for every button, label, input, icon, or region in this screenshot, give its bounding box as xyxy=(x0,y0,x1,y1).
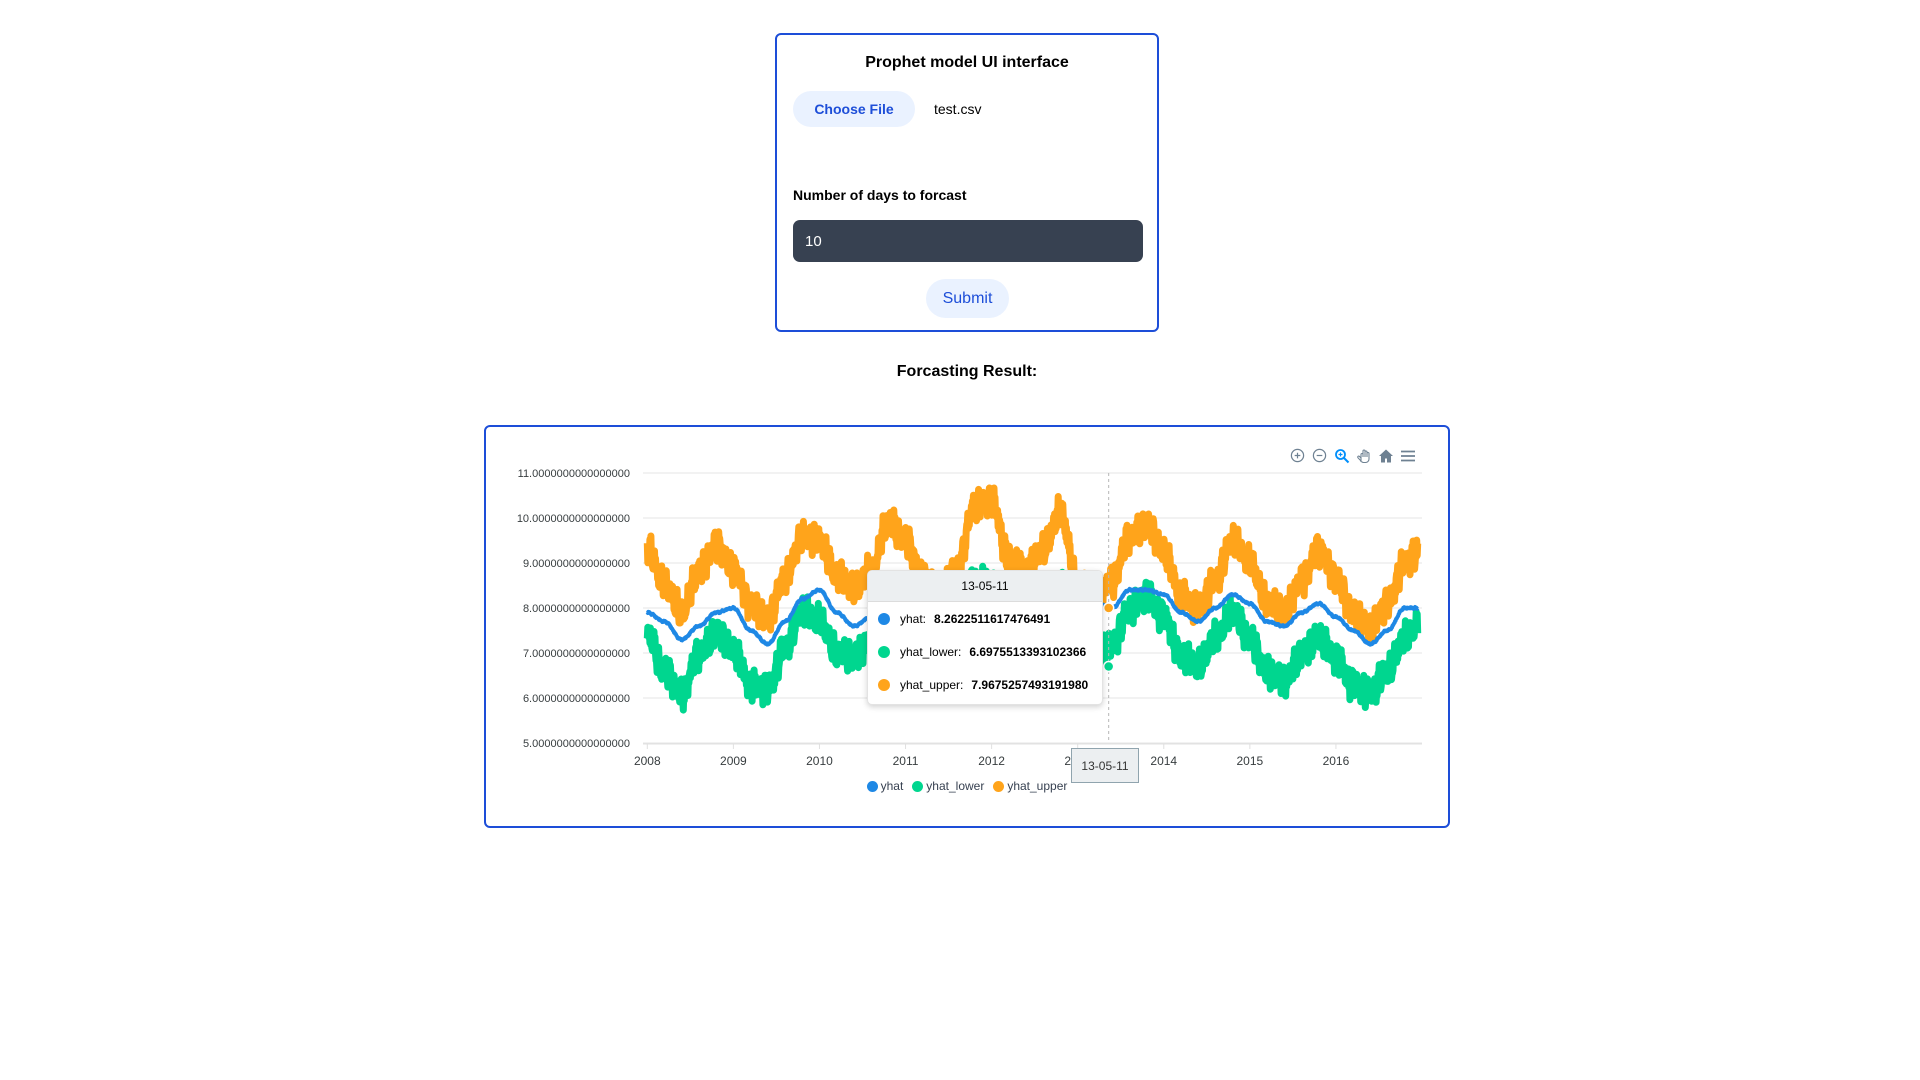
legend-item-yhat[interactable]: yhat xyxy=(866,779,904,793)
days-input[interactable] xyxy=(793,220,1143,262)
chart-legend: yhat yhat_lower yhat_upper xyxy=(486,779,1448,793)
tooltip-marker xyxy=(878,645,890,658)
x-tick-label: 2011 xyxy=(893,754,919,768)
tooltip-row-yhat: yhat: 8.2622511617476491 xyxy=(868,602,1102,635)
upload-form-card: Prophet model UI interface Choose File t… xyxy=(775,33,1159,332)
y-tick-label: 7.0000000000000000 xyxy=(523,648,630,660)
x-tick-label: 2014 xyxy=(1150,754,1177,768)
zoom-selection-icon[interactable] xyxy=(1333,447,1350,464)
legend-marker xyxy=(993,780,1005,792)
zoom-in-icon[interactable] xyxy=(1289,447,1306,464)
menu-icon[interactable] xyxy=(1399,447,1416,464)
y-tick-label: 5.0000000000000000 xyxy=(523,738,630,750)
x-tick-label: 2015 xyxy=(1236,754,1263,768)
y-tick-label: 6.0000000000000000 xyxy=(523,693,630,705)
tooltip-label: yhat_lower: xyxy=(900,644,962,659)
tooltip-label: yhat: xyxy=(900,611,927,626)
series-line-yhat-upper xyxy=(643,484,1422,645)
chart-card: 5.0000000000000000 6.0000000000000000 7.00… xyxy=(484,425,1450,828)
x-tick-label: 2010 xyxy=(806,754,833,768)
legend-item-yhat-lower[interactable]: yhat_lower xyxy=(912,779,984,793)
zoom-out-icon[interactable] xyxy=(1311,447,1328,464)
tooltip-label: yhat_upper: xyxy=(900,677,964,692)
pan-hand-icon[interactable] xyxy=(1355,447,1372,464)
y-tick-label: 8.0000000000000000 xyxy=(523,603,630,615)
days-label: Number of days to forcast xyxy=(793,187,967,203)
legend-marker xyxy=(866,780,878,792)
xaxis-hover-label: 13-05-11 xyxy=(1071,748,1139,783)
x-tick-label: 2012 xyxy=(978,754,1005,768)
legend-item-yhat-upper[interactable]: yhat_upper xyxy=(993,779,1067,793)
result-title: Forcasting Result: xyxy=(896,363,1038,380)
chart-tooltip: 13-05-11 yhat: 8.2622511617476491 yhat_l… xyxy=(867,570,1103,705)
y-tick-label: 10.0000000000000000 xyxy=(517,513,630,525)
tooltip-marker xyxy=(878,678,890,691)
hover-marker-yhat-lower xyxy=(1102,660,1115,673)
home-reset-icon[interactable] xyxy=(1377,447,1394,464)
selected-file-name: test.csv xyxy=(934,101,982,117)
x-tick-label: 2008 xyxy=(634,754,661,768)
legend-label: yhat_upper xyxy=(1007,779,1068,793)
tooltip-value: 6.6975513393102366 xyxy=(969,644,1087,659)
tooltip-value: 7.9675257493191980 xyxy=(971,677,1089,692)
choose-file-button[interactable]: Choose File xyxy=(793,91,915,127)
x-tick-label: 2009 xyxy=(720,754,747,768)
tooltip-row-yhat-upper: yhat_upper: 7.9675257493191980 xyxy=(868,668,1102,701)
y-tick-label: 11.0000000000000000 xyxy=(518,468,630,480)
x-tick-label: 2016 xyxy=(1323,754,1350,768)
tooltip-value: 8.2622511617476491 xyxy=(934,611,1051,626)
legend-marker xyxy=(912,780,924,792)
form-title: Prophet model UI interface xyxy=(865,54,1069,71)
y-tick-label: 9.0000000000000000 xyxy=(523,558,630,570)
tooltip-row-yhat-lower: yhat_lower: 6.6975513393102366 xyxy=(868,635,1102,668)
legend-label: yhat_lower xyxy=(926,779,985,793)
tooltip-marker xyxy=(878,612,890,625)
legend-label: yhat xyxy=(880,779,904,793)
hover-marker-yhat-upper xyxy=(1102,602,1115,614)
submit-button[interactable]: Submit xyxy=(926,279,1009,318)
tooltip-date: 13-05-11 xyxy=(868,571,1102,602)
chart-toolbar xyxy=(1289,447,1416,464)
